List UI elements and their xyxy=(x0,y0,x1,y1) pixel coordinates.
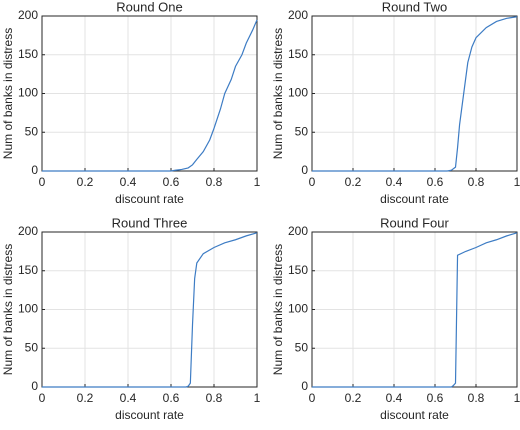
y-tick-label: 0 xyxy=(301,163,308,177)
y-axis-label: Num of banks in distress xyxy=(1,244,15,375)
y-tick-label: 50 xyxy=(295,340,309,354)
x-tick-label: 0.4 xyxy=(120,175,137,189)
y-tick-label: 200 xyxy=(18,8,38,22)
x-tick-label: 0.2 xyxy=(77,391,94,405)
x-tick-label: 0.6 xyxy=(427,391,444,405)
y-axis-label: Num of banks in distress xyxy=(271,28,285,159)
y-tick-label: 50 xyxy=(25,124,39,138)
chart-title: Round One xyxy=(116,0,183,14)
x-tick-label: 0.8 xyxy=(468,391,485,405)
x-tick-label: 0.2 xyxy=(345,391,362,405)
y-tick-label: 0 xyxy=(301,379,308,393)
y-axis-label: Num of banks in distress xyxy=(1,28,15,159)
y-axis-label: Num of banks in distress xyxy=(271,244,285,375)
x-tick-label: 0.8 xyxy=(468,175,485,189)
x-tick-label: 1 xyxy=(514,175,520,189)
x-axis-label: discount rate xyxy=(115,192,184,206)
y-tick-label: 200 xyxy=(288,224,308,238)
x-axis-label: discount rate xyxy=(380,408,449,422)
x-tick-label: 0.4 xyxy=(386,391,403,405)
y-tick-label: 100 xyxy=(288,86,308,100)
x-tick-label: 0.6 xyxy=(163,391,180,405)
chart-title: Round Three xyxy=(112,215,188,230)
y-tick-label: 0 xyxy=(31,163,38,177)
y-tick-label: 100 xyxy=(288,302,308,316)
data-line xyxy=(42,232,258,388)
x-tick-label: 0.6 xyxy=(427,175,444,189)
x-tick-label: 0.8 xyxy=(206,391,223,405)
y-tick-label: 50 xyxy=(295,124,309,138)
x-tick-label: 0 xyxy=(39,391,46,405)
x-tick-label: 0.2 xyxy=(77,175,94,189)
y-tick-label: 150 xyxy=(18,263,38,277)
y-tick-label: 200 xyxy=(288,8,308,22)
x-tick-label: 0.8 xyxy=(206,175,223,189)
y-tick-label: 150 xyxy=(18,47,38,61)
x-tick-label: 1 xyxy=(514,391,520,405)
y-tick-label: 150 xyxy=(288,47,308,61)
y-tick-label: 150 xyxy=(288,263,308,277)
x-axis-label: discount rate xyxy=(115,408,184,422)
data-line xyxy=(312,232,518,388)
chart-title: Round Four xyxy=(380,215,449,230)
x-tick-label: 0 xyxy=(309,391,316,405)
x-axis-label: discount rate xyxy=(380,192,449,206)
y-tick-label: 0 xyxy=(31,379,38,393)
y-tick-label: 200 xyxy=(18,224,38,238)
x-tick-label: 0.4 xyxy=(120,391,137,405)
x-tick-label: 0 xyxy=(309,175,316,189)
x-tick-label: 1 xyxy=(254,391,261,405)
chart-title: Round Two xyxy=(382,0,448,14)
x-tick-label: 0.4 xyxy=(386,175,403,189)
y-tick-label: 100 xyxy=(18,302,38,316)
y-tick-label: 50 xyxy=(25,340,39,354)
x-tick-label: 0.2 xyxy=(345,175,362,189)
x-tick-label: 1 xyxy=(254,175,261,189)
data-line xyxy=(312,16,518,172)
x-tick-label: 0.6 xyxy=(163,175,180,189)
data-line xyxy=(42,19,258,172)
x-tick-label: 0 xyxy=(39,175,46,189)
y-tick-label: 100 xyxy=(18,86,38,100)
